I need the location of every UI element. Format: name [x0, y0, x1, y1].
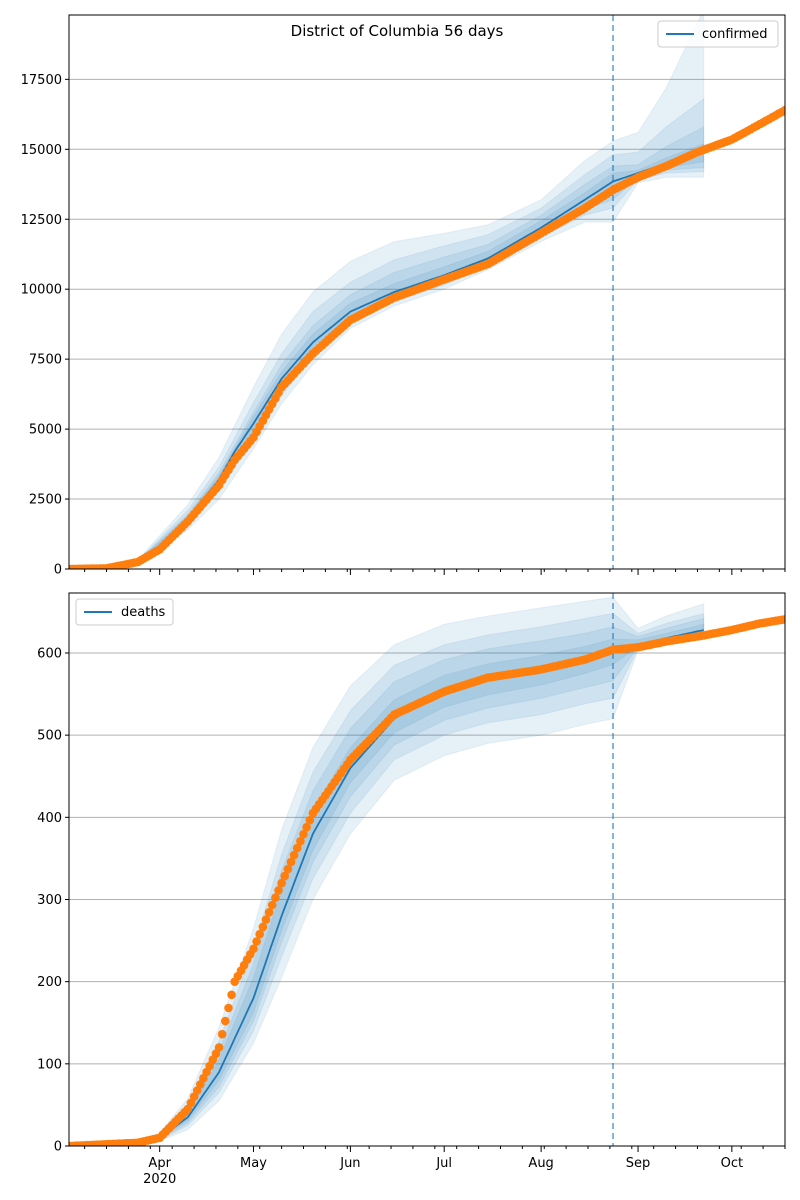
x-tick-label: May	[240, 1156, 267, 1171]
deaths-observed-point	[249, 944, 258, 954]
y-tick-label: 100	[37, 1057, 62, 1072]
deaths-observed-point	[277, 878, 286, 888]
y-tick-label: 15000	[21, 143, 62, 158]
x-tick-label: Jul	[435, 1156, 452, 1171]
deaths-axes-frame	[68, 592, 786, 1147]
x-tick-label: Oct	[721, 1156, 743, 1171]
y-tick-label: 300	[37, 893, 62, 908]
legend-label-deaths: deaths	[121, 605, 166, 620]
deaths-observed-point	[214, 1043, 224, 1052]
deaths-observed-point	[258, 922, 268, 932]
x-tick-label: Apr	[148, 1156, 171, 1171]
deaths-observed-point	[264, 908, 274, 917]
y-tick-label: 500	[37, 729, 62, 744]
deaths-observed-point	[296, 836, 305, 846]
confirmed-observed-points	[69, 105, 785, 569]
y-tick-label: 400	[37, 811, 62, 826]
deaths-observed-point	[261, 915, 271, 924]
legend-label-confirmed: confirmed	[702, 27, 768, 42]
deaths-observed-points	[69, 615, 785, 1146]
confirmed-chart-panel: 0 2500 5000 7500 10000 12500 15000 17500 Distri…	[21, 14, 786, 578]
deaths-observed-point	[280, 871, 290, 881]
y-tick-label: 17500	[21, 73, 62, 88]
deaths-observed-point	[283, 864, 293, 874]
y-tick-label: 600	[37, 646, 62, 661]
confirmed-axes-frame	[68, 14, 786, 570]
deaths-observed-point	[255, 929, 264, 939]
deaths-observed-point	[227, 990, 236, 1000]
deaths-observed-point	[274, 886, 283, 895]
deaths-observed-point	[221, 1016, 230, 1026]
y-tick-label: 10000	[21, 283, 62, 298]
y-tick-label: 0	[54, 1140, 62, 1155]
deaths-observed-point	[286, 857, 296, 867]
x-tick-year-label: 2020	[143, 1172, 176, 1187]
deaths-observed-point	[289, 850, 299, 860]
confirmed-observed-point	[780, 105, 785, 115]
deaths-observed-point	[271, 893, 280, 902]
y-tick-label: 5000	[29, 423, 62, 438]
deaths-observed-point	[217, 1029, 227, 1039]
x-tick-label: Aug	[528, 1156, 553, 1171]
y-tick-label: 200	[37, 975, 62, 990]
deaths-observed-point	[267, 900, 277, 910]
deaths-observed-point	[302, 822, 311, 832]
deaths-observed-point	[252, 937, 261, 946]
chart-title: District of Columbia 56 days	[291, 22, 504, 40]
x-tick-label: Sep	[626, 1156, 651, 1171]
deaths-observed-point	[292, 843, 302, 853]
deaths-legend: deaths	[75, 598, 174, 626]
deaths-observed-point	[305, 815, 315, 825]
y-tick-label: 2500	[29, 493, 62, 508]
x-tick-label: Jun	[339, 1156, 360, 1171]
y-tick-label: 12500	[21, 213, 62, 228]
deaths-observed-point	[224, 1003, 233, 1013]
legend-box	[75, 598, 174, 626]
confirmed-axes: 0 2500 5000 7500 10000 12500 15000 17500	[21, 14, 786, 578]
legend-box	[657, 20, 779, 48]
confirmed-legend: confirmed	[657, 20, 779, 48]
y-tick-label: 7500	[29, 353, 62, 368]
y-tick-label: 0	[54, 563, 62, 578]
deaths-observed-point	[780, 615, 785, 624]
deaths-observed-point	[299, 829, 308, 839]
